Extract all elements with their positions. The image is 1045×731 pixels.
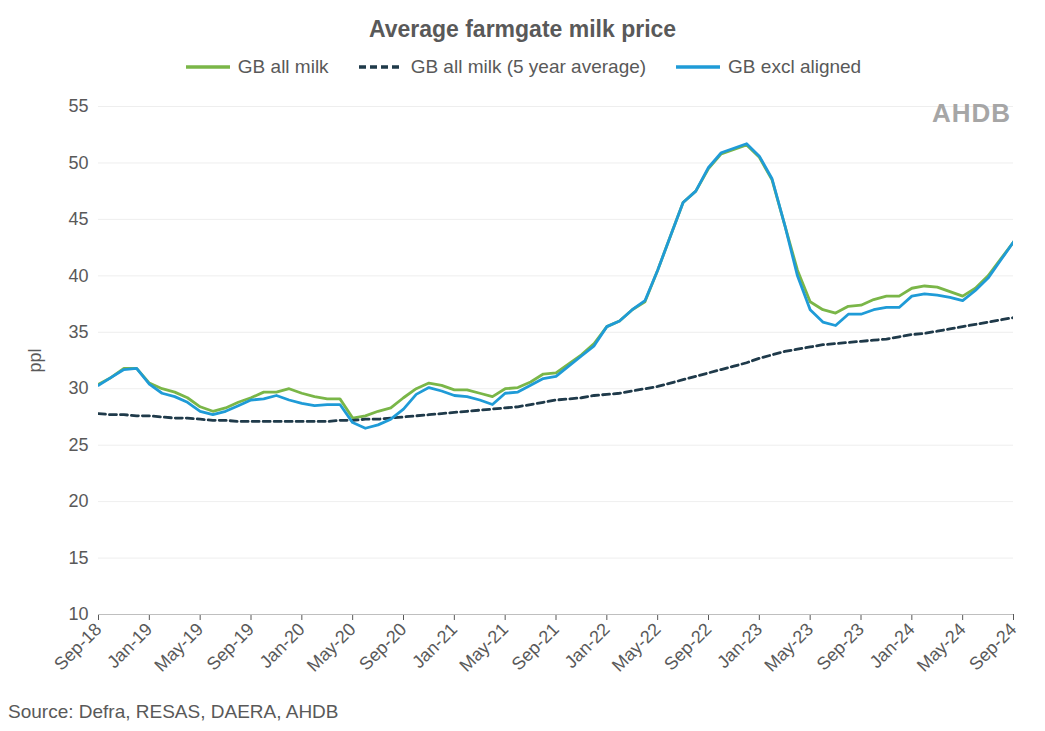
svg-text:Jan-24: Jan-24	[866, 619, 919, 672]
html-text:GB all milk (5 year average): GB all milk (5 year average)	[410, 56, 647, 77]
html-text:Average farmgate milk price: Average farmgate milk price	[368, 16, 677, 42]
svg-text:May-23: May-23	[760, 619, 817, 676]
svg-text:45: 45	[68, 209, 88, 229]
svg-text:20: 20	[68, 491, 88, 511]
svg-text:Jan-23: Jan-23	[713, 619, 766, 672]
svg-text:Sep-21: Sep-21	[508, 619, 563, 674]
html-text:AHDB: AHDB	[931, 98, 1011, 128]
svg-text:40: 40	[68, 266, 88, 286]
svg-text:Sep-18: Sep-18	[50, 619, 105, 674]
svg-text:25: 25	[68, 435, 88, 455]
svg-text:Sep-19: Sep-19	[203, 619, 258, 674]
svg-text:35: 35	[68, 322, 88, 342]
svg-text:55: 55	[68, 96, 88, 116]
svg-text:May-19: May-19	[150, 619, 207, 676]
svg-text:Sep-24: Sep-24	[965, 619, 1020, 674]
svg-text:Jan-21: Jan-21	[408, 619, 461, 672]
svg-text:May-21: May-21	[455, 619, 512, 676]
html-text:GB all milk: GB all milk	[237, 56, 329, 77]
svg-text:Jan-19: Jan-19	[103, 619, 156, 672]
svg-text:Sep-20: Sep-20	[355, 619, 410, 674]
svg-text:30: 30	[68, 378, 88, 398]
svg-text:Sep-22: Sep-22	[660, 619, 715, 674]
svg-text:15: 15	[68, 548, 88, 568]
svg-text:May-24: May-24	[913, 619, 970, 676]
svg-text:Sep-23: Sep-23	[813, 619, 868, 674]
html-text:Source: Defra, RESAS, DAERA, A: Source: Defra, RESAS, DAERA, AHDB	[8, 701, 339, 722]
svg-text:Jan-22: Jan-22	[561, 619, 614, 672]
svg-text:50: 50	[68, 153, 88, 173]
svg-text:Jan-20: Jan-20	[256, 619, 309, 672]
svg-text:May-20: May-20	[303, 619, 360, 676]
svg-text:May-22: May-22	[608, 619, 665, 676]
html-text:GB excl aligned: GB excl aligned	[728, 56, 862, 77]
svg-text:ppl: ppl	[25, 348, 45, 372]
svg-text:10: 10	[68, 604, 88, 624]
